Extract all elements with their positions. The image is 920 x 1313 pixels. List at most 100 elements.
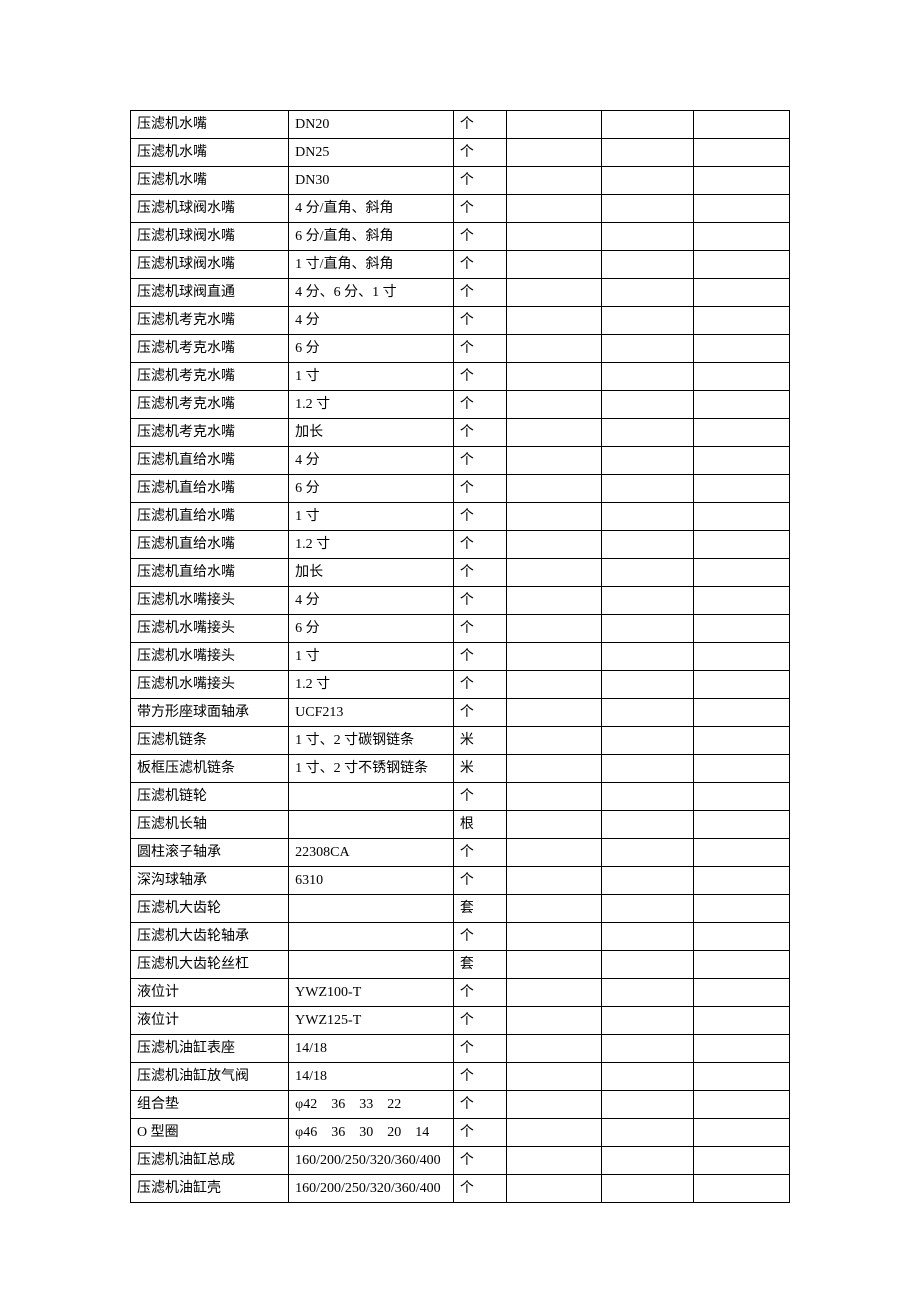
table-cell: 压滤机油缸放气阀 xyxy=(131,1063,289,1091)
table-row: 压滤机直给水嘴1 寸个 xyxy=(131,503,790,531)
table-cell: 板框压滤机链条 xyxy=(131,755,289,783)
table-cell xyxy=(506,307,602,335)
table-cell xyxy=(506,335,602,363)
table-cell xyxy=(694,1007,790,1035)
table-cell xyxy=(506,727,602,755)
table-cell: 压滤机大齿轮 xyxy=(131,895,289,923)
table-cell: 米 xyxy=(453,727,506,755)
table-cell xyxy=(506,1063,602,1091)
table-cell xyxy=(506,167,602,195)
table-cell xyxy=(694,727,790,755)
table-cell: φ42 36 33 22 xyxy=(289,1091,454,1119)
table-cell: 压滤机球阀水嘴 xyxy=(131,251,289,279)
table-cell xyxy=(694,391,790,419)
table-row: 带方形座球面轴承UCF213个 xyxy=(131,699,790,727)
table-cell xyxy=(602,1119,694,1147)
table-cell: 个 xyxy=(453,139,506,167)
table-cell: 压滤机大齿轮轴承 xyxy=(131,923,289,951)
table-cell: 压滤机水嘴 xyxy=(131,111,289,139)
table-cell xyxy=(602,1091,694,1119)
table-cell: 个 xyxy=(453,1007,506,1035)
table-row: 压滤机水嘴DN30个 xyxy=(131,167,790,195)
table-cell xyxy=(602,783,694,811)
table-cell xyxy=(694,447,790,475)
table-row: 压滤机油缸壳160/200/250/320/360/400个 xyxy=(131,1175,790,1203)
table-cell: 个 xyxy=(453,475,506,503)
table-row: 液位计YWZ100-T个 xyxy=(131,979,790,1007)
table-cell: 160/200/250/320/360/400 xyxy=(289,1147,454,1175)
table-cell xyxy=(506,867,602,895)
table-cell: 个 xyxy=(453,615,506,643)
table-cell: DN25 xyxy=(289,139,454,167)
table-cell xyxy=(602,727,694,755)
table-row: 压滤机球阀直通4 分、6 分、1 寸个 xyxy=(131,279,790,307)
table-cell xyxy=(694,1175,790,1203)
table-row: 压滤机考克水嘴4 分个 xyxy=(131,307,790,335)
table-cell xyxy=(506,363,602,391)
table-cell: O 型圈 xyxy=(131,1119,289,1147)
table-cell: 个 xyxy=(453,363,506,391)
table-cell: 160/200/250/320/360/400 xyxy=(289,1175,454,1203)
table-cell: 压滤机考克水嘴 xyxy=(131,363,289,391)
table-row: 压滤机考克水嘴6 分个 xyxy=(131,335,790,363)
table-row: 压滤机水嘴接头1.2 寸个 xyxy=(131,671,790,699)
table-cell xyxy=(694,923,790,951)
table-cell: 压滤机球阀直通 xyxy=(131,279,289,307)
table-cell xyxy=(506,503,602,531)
table-row: 压滤机考克水嘴1 寸个 xyxy=(131,363,790,391)
table-cell xyxy=(602,839,694,867)
table-cell: 1 寸 xyxy=(289,643,454,671)
table-cell: 6310 xyxy=(289,867,454,895)
table-cell: 1 寸/直角、斜角 xyxy=(289,251,454,279)
table-row: 压滤机链条1 寸、2 寸碳钢链条米 xyxy=(131,727,790,755)
table-cell: 1.2 寸 xyxy=(289,671,454,699)
table-cell xyxy=(506,895,602,923)
table-cell xyxy=(506,1035,602,1063)
table-cell: 6 分 xyxy=(289,615,454,643)
table-cell: 个 xyxy=(453,979,506,1007)
table-row: 压滤机球阀水嘴1 寸/直角、斜角个 xyxy=(131,251,790,279)
table-cell: 压滤机链轮 xyxy=(131,783,289,811)
table-cell xyxy=(694,531,790,559)
table-cell xyxy=(506,1119,602,1147)
table-cell xyxy=(694,951,790,979)
table-cell xyxy=(602,895,694,923)
table-cell xyxy=(694,503,790,531)
table-cell xyxy=(289,923,454,951)
table-cell: 个 xyxy=(453,279,506,307)
table-cell: 4 分/直角、斜角 xyxy=(289,195,454,223)
table-cell: 个 xyxy=(453,223,506,251)
table-cell: 加长 xyxy=(289,419,454,447)
table-cell xyxy=(602,139,694,167)
table-cell: 个 xyxy=(453,531,506,559)
table-row: 压滤机考克水嘴1.2 寸个 xyxy=(131,391,790,419)
table-cell xyxy=(694,755,790,783)
table-cell xyxy=(694,1119,790,1147)
table-row: 压滤机直给水嘴4 分个 xyxy=(131,447,790,475)
table-cell: 个 xyxy=(453,167,506,195)
table-cell xyxy=(506,755,602,783)
table-cell: 压滤机水嘴 xyxy=(131,167,289,195)
table-cell xyxy=(602,951,694,979)
table-cell xyxy=(506,1091,602,1119)
table-row: 液位计YWZ125-T个 xyxy=(131,1007,790,1035)
table-cell xyxy=(506,839,602,867)
table-cell xyxy=(506,783,602,811)
table-cell: 个 xyxy=(453,391,506,419)
table-cell xyxy=(602,1063,694,1091)
table-cell xyxy=(694,1147,790,1175)
table-cell xyxy=(694,419,790,447)
table-row: 压滤机大齿轮丝杠套 xyxy=(131,951,790,979)
table-cell: 压滤机直给水嘴 xyxy=(131,475,289,503)
table-row: 压滤机油缸表座14/18个 xyxy=(131,1035,790,1063)
table-cell xyxy=(506,699,602,727)
table-cell xyxy=(602,223,694,251)
table-cell: 个 xyxy=(453,587,506,615)
table-cell xyxy=(506,111,602,139)
table-cell: 液位计 xyxy=(131,1007,289,1035)
table-cell: DN30 xyxy=(289,167,454,195)
table-cell xyxy=(694,587,790,615)
table-cell xyxy=(694,839,790,867)
table-cell: 加长 xyxy=(289,559,454,587)
table-cell xyxy=(694,307,790,335)
